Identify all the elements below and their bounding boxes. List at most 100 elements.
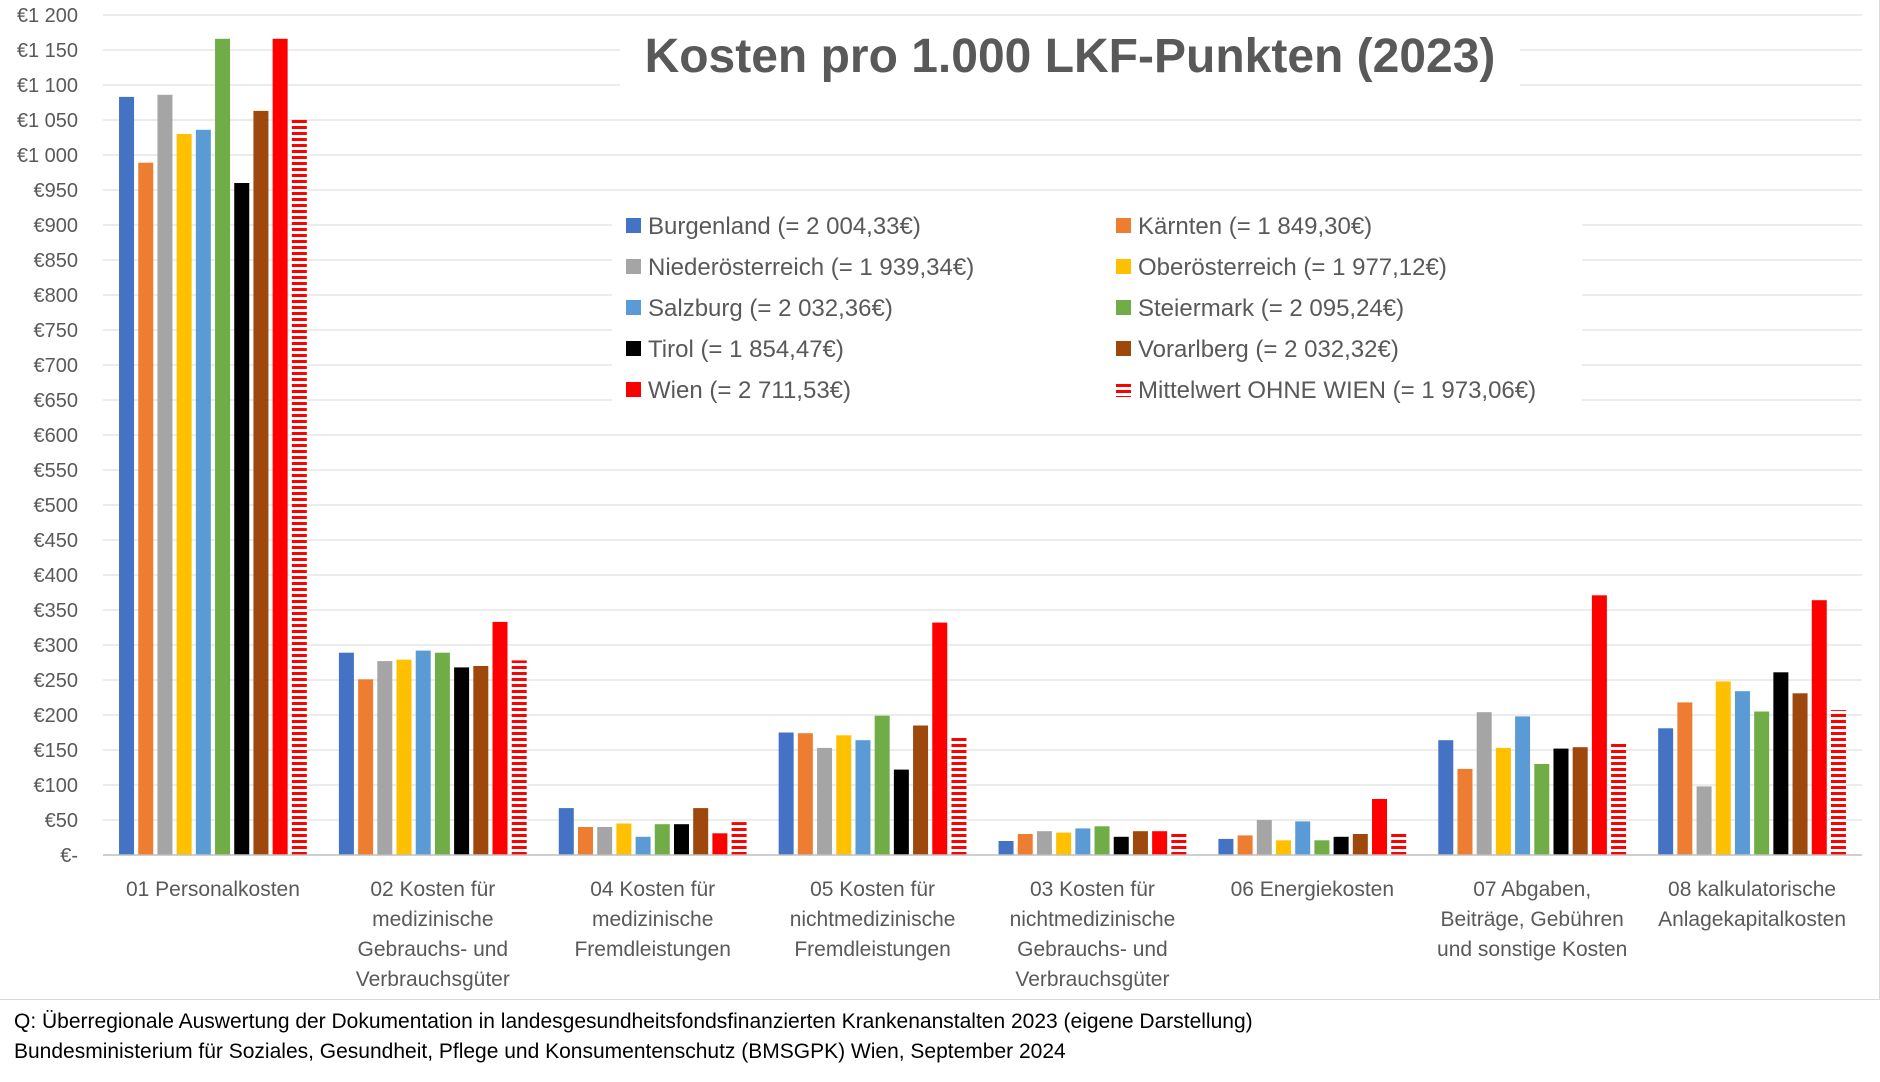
y-tick-label: €1 050	[17, 110, 78, 132]
bar	[951, 736, 967, 855]
legend-label: Kärnten (= 1 849,30€)	[1138, 213, 1372, 240]
bar	[1773, 672, 1789, 855]
bar	[778, 732, 794, 855]
legend: Burgenland (= 2 004,33€) Kärnten (= 1 849…	[612, 204, 1582, 412]
x-category-label: 04 Kosten für medizinische Fremdleistungen	[574, 878, 730, 961]
x-category-label: 07 Abgaben, Beiträge, Gebühren und sonstig…	[1437, 878, 1627, 961]
bar	[1696, 786, 1712, 855]
bar	[1152, 831, 1168, 855]
bar	[1113, 836, 1129, 855]
bar	[1495, 747, 1511, 855]
x-category-label: 05 Kosten für nichtmedizinische Fremdleist…	[790, 878, 956, 961]
y-tick-label: €-	[60, 845, 78, 867]
bar	[234, 183, 250, 855]
y-tick-label: €400	[34, 565, 79, 587]
y-tick-label: €750	[34, 320, 79, 342]
bar	[1476, 712, 1492, 855]
bar	[616, 823, 632, 855]
chart-title-group: Kosten pro 1.000 LKF-Punkten (2023)	[620, 18, 1520, 90]
source-note-line-2: Bundesministerium für Soziales, Gesundhe…	[14, 1040, 1066, 1063]
bar	[1553, 748, 1569, 855]
bar	[157, 94, 173, 856]
legend-label: Salzburg (= 2 032,36€)	[648, 295, 893, 322]
y-tick-label: €500	[34, 495, 79, 517]
bar	[1352, 834, 1368, 855]
bar	[1715, 681, 1731, 855]
bar	[998, 841, 1014, 855]
legend-label: Niederösterreich (= 1 939,34€)	[648, 254, 974, 281]
bar	[1591, 595, 1607, 855]
bar	[1438, 740, 1454, 855]
legend-swatch	[1116, 341, 1131, 356]
bar	[138, 162, 154, 855]
bar	[492, 621, 508, 855]
y-tick-label: €150	[34, 740, 79, 762]
bar	[195, 129, 211, 856]
y-tick-label: €950	[34, 180, 79, 202]
bar	[1132, 831, 1148, 855]
chart-frame: €- €50 €100 €150 €200 €250 €300 €350 €400 €450 €50…	[0, 0, 1880, 1000]
bars	[119, 38, 1846, 856]
bar	[1754, 711, 1770, 855]
x-axis-category-labels: 01 Personalkosten 02 Kosten für medizinisc…	[126, 878, 1846, 991]
legend-label: Oberösterreich (= 1 977,12€)	[1138, 254, 1447, 281]
y-tick-label: €550	[34, 460, 79, 482]
chart-title-background	[620, 18, 1520, 90]
y-tick-label: €200	[34, 705, 79, 727]
bar	[577, 827, 593, 855]
bar	[693, 808, 709, 855]
bar	[1314, 840, 1330, 855]
y-tick-label: €900	[34, 215, 79, 237]
legend-label: Wien (= 2 711,53€)	[648, 377, 851, 404]
legend-swatch	[1116, 218, 1131, 233]
x-category-label: 01 Personalkosten	[126, 878, 300, 901]
bar	[712, 833, 728, 855]
y-tick-label: €100	[34, 775, 79, 797]
bar	[1036, 831, 1052, 855]
bar	[1457, 768, 1473, 855]
y-tick-label: €1 150	[17, 40, 78, 62]
bar	[1218, 838, 1234, 855]
source-note-line-1: Q: Überregionale Auswertung der Dokument…	[14, 1010, 1253, 1033]
y-axis-ticks: €- €50 €100 €150 €200 €250 €300 €350 €400 €450 €50…	[17, 5, 78, 867]
bar	[358, 679, 374, 855]
y-tick-label: €250	[34, 670, 79, 692]
bar	[119, 96, 135, 855]
y-tick-label: €800	[34, 285, 79, 307]
y-tick-label: €850	[34, 250, 79, 272]
bar	[673, 824, 689, 855]
legend-swatch	[626, 218, 641, 233]
bar	[1391, 833, 1407, 855]
bar	[473, 666, 489, 855]
y-tick-label: €1 100	[17, 75, 78, 97]
bar	[1256, 820, 1272, 855]
legend-label: Tirol (= 1 854,47€)	[648, 336, 844, 363]
bar	[1534, 764, 1550, 855]
bar	[396, 659, 412, 855]
y-tick-label: €700	[34, 355, 79, 377]
legend-swatch	[1116, 382, 1131, 397]
bar	[893, 769, 909, 855]
bar	[797, 733, 813, 855]
legend-swatch	[1116, 300, 1131, 315]
legend-label: Vorarlberg (= 2 032,32€)	[1138, 336, 1399, 363]
legend-swatch	[626, 382, 641, 397]
legend-label: Steiermark (= 2 095,24€)	[1138, 295, 1404, 322]
bar	[253, 110, 269, 855]
bar	[415, 650, 431, 855]
bar	[454, 667, 470, 855]
bar	[1372, 799, 1388, 855]
y-tick-label: €300	[34, 635, 79, 657]
bar	[855, 740, 871, 855]
bar	[215, 38, 231, 856]
bar	[1792, 693, 1808, 855]
bar	[1611, 743, 1627, 855]
bar	[654, 824, 670, 855]
x-category-label: 02 Kosten für medizinische Gebrauchs- und V…	[356, 878, 510, 991]
bar	[272, 38, 288, 856]
bar	[176, 134, 192, 855]
x-category-label: 03 Kosten für nichtmedizinische Gebrauchs-…	[1010, 878, 1176, 991]
bar	[1094, 826, 1110, 855]
bar	[291, 120, 307, 855]
bar	[1333, 836, 1349, 855]
